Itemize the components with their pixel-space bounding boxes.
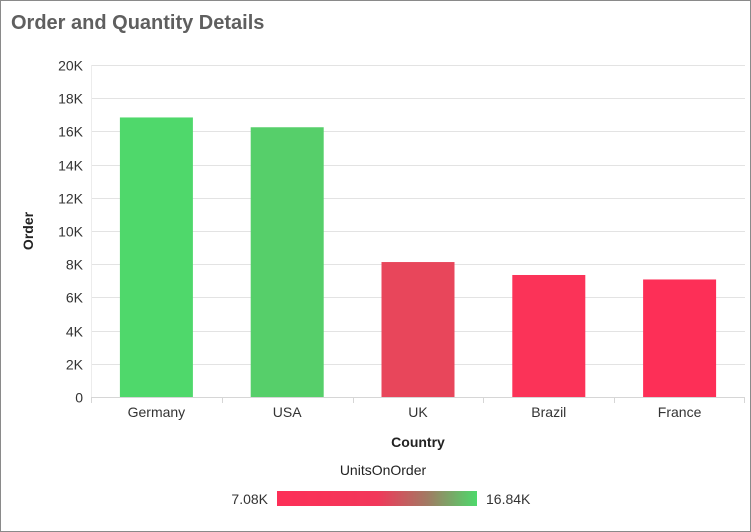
x-tick-label: USA <box>273 404 302 420</box>
x-tick-label: Brazil <box>531 404 566 420</box>
y-tick-label: 20K <box>58 58 84 74</box>
legend-min-label: 7.08K <box>231 491 268 507</box>
y-tick-label: 14K <box>58 158 84 174</box>
x-tick-label: Germany <box>128 404 186 420</box>
y-tick-label: 4K <box>66 324 84 340</box>
legend-gradient-bar <box>277 491 477 506</box>
y-axis-title: Order <box>20 211 36 250</box>
bars <box>119 117 717 398</box>
bar-usa[interactable] <box>250 127 324 397</box>
y-tick-label: 12K <box>58 191 84 207</box>
y-tick-label: 2K <box>66 357 84 373</box>
y-tick-label: 16K <box>58 124 84 140</box>
x-tick-label: UK <box>408 404 428 420</box>
x-axis: Germany USA UK Brazil France <box>91 397 745 420</box>
legend-title: UnitsOnOrder <box>340 462 427 478</box>
color-legend: UnitsOnOrder 7.08K 16.84K <box>231 462 531 507</box>
y-tick-label: 18K <box>58 91 84 107</box>
bar-germany[interactable] <box>119 117 193 398</box>
bar-france[interactable] <box>643 279 717 397</box>
legend-max-label: 16.84K <box>486 491 531 507</box>
y-axis: 0 2K 4K 6K 8K 10K 12K 14K 16K 18K 20K <box>58 58 92 406</box>
y-tick-label: 6K <box>66 290 84 306</box>
y-tick-label: 0 <box>75 390 83 406</box>
bar-uk[interactable] <box>381 262 455 397</box>
y-tick-label: 8K <box>66 257 84 273</box>
y-tick-label: 10K <box>58 224 84 240</box>
x-tick-label: France <box>658 404 702 420</box>
x-axis-title: Country <box>391 434 445 450</box>
widget-title: Order and Quantity Details <box>11 12 265 34</box>
bar-brazil[interactable] <box>512 274 586 397</box>
